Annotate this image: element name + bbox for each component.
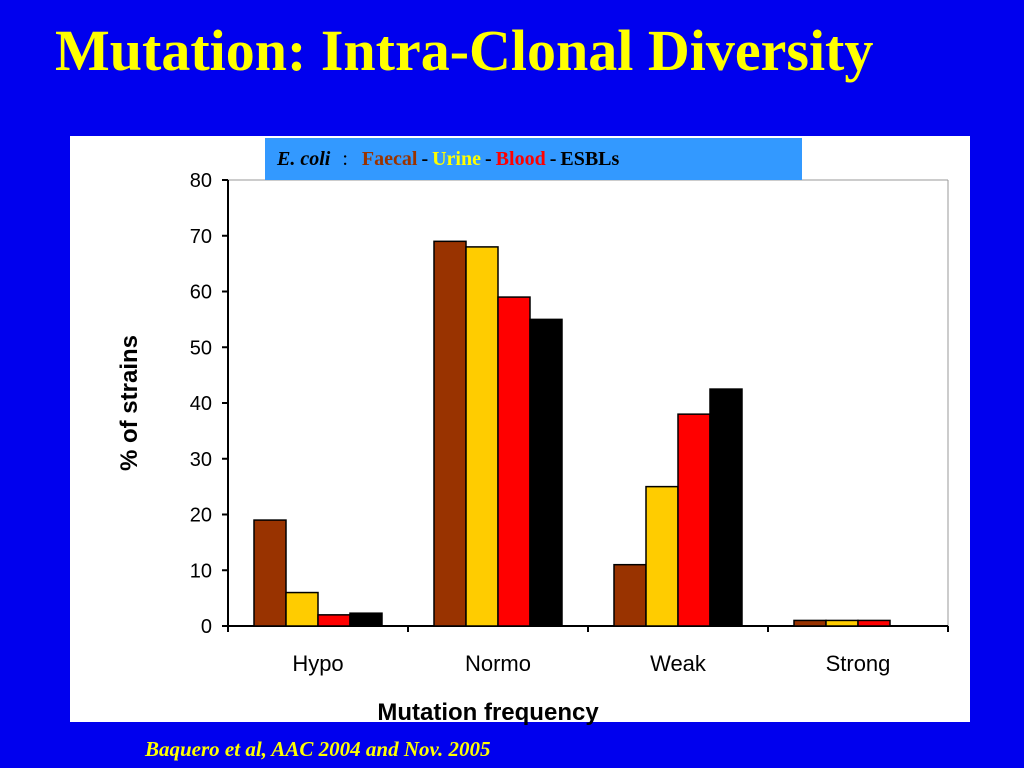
bar-blood-hypo bbox=[317, 614, 351, 627]
y-tick-label: 60 bbox=[190, 282, 212, 304]
x-tick-label: Strong bbox=[826, 651, 891, 676]
y-axis-title: % of strains bbox=[116, 335, 143, 471]
legend-colon: : bbox=[342, 148, 348, 170]
citation: Baquero et al, AAC 2004 and Nov. 2005 bbox=[145, 737, 491, 761]
x-axis-title: Mutation frequency bbox=[377, 699, 599, 726]
legend-item-urine: Urine bbox=[432, 148, 481, 170]
legend-organism: E. coli bbox=[277, 148, 331, 170]
bar-blood-normo bbox=[497, 296, 531, 627]
bar-blood-weak bbox=[677, 413, 711, 627]
bar-esbls-normo bbox=[529, 318, 563, 627]
bar-faecal-strong bbox=[793, 619, 827, 627]
bar-esbls-weak bbox=[709, 388, 743, 627]
y-tick-label: 70 bbox=[190, 226, 212, 248]
x-tick-label: Normo bbox=[465, 651, 531, 676]
y-tick-label: 30 bbox=[190, 449, 212, 471]
x-tick-label: Weak bbox=[650, 651, 707, 676]
y-tick-label: 80 bbox=[190, 170, 212, 192]
bar-urine-normo bbox=[465, 246, 499, 627]
bar-urine-strong bbox=[825, 619, 859, 627]
y-tick-label: 20 bbox=[190, 505, 212, 527]
bar-faecal-weak bbox=[613, 563, 647, 627]
y-tick-label: 40 bbox=[190, 393, 212, 415]
legend-item-faecal: Faecal bbox=[361, 148, 418, 170]
legend-separator: - bbox=[549, 148, 557, 170]
x-tick-label: Hypo bbox=[292, 651, 343, 676]
y-tick-label: 0 bbox=[201, 616, 212, 638]
y-tick-label: 50 bbox=[190, 337, 212, 359]
bar-urine-weak bbox=[645, 485, 679, 627]
bar-urine-hypo bbox=[285, 591, 319, 627]
bar-faecal-normo bbox=[433, 240, 467, 627]
bar-esbls-hypo bbox=[349, 612, 383, 627]
chart-legend: E. coli: Faecal - Urine - Blood - ESBLs bbox=[265, 138, 802, 180]
legend-separator: - bbox=[421, 148, 429, 170]
bar-blood-strong bbox=[857, 619, 891, 627]
legend-separator: - bbox=[485, 148, 492, 170]
bar-faecal-hypo bbox=[253, 519, 287, 627]
legend-item-esbls: ESBLs bbox=[560, 148, 620, 170]
slide-title: Mutation: Intra-Clonal Diversity bbox=[55, 18, 874, 83]
y-tick-label: 10 bbox=[190, 560, 212, 582]
legend-item-blood: Blood bbox=[495, 148, 546, 170]
